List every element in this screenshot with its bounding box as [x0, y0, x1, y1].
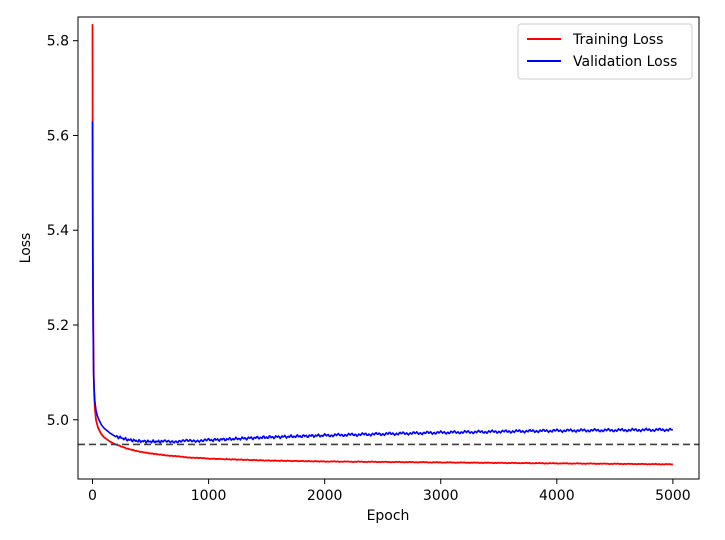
x-axis-label: Epoch	[367, 508, 410, 524]
legend-training-label: Training Loss	[572, 32, 663, 48]
y-tick-label: 5.2	[47, 318, 69, 334]
x-tick-label: 5000	[655, 488, 691, 504]
y-tick-label: 5.4	[47, 223, 69, 239]
validation-loss-line	[91, 121, 673, 444]
legend: Training Loss Validation Loss	[517, 23, 693, 80]
x-tick-label: 4000	[539, 488, 575, 504]
legend-validation-label: Validation Loss	[573, 54, 677, 70]
plot-area-frame	[77, 16, 700, 480]
x-tick-label: 0	[88, 488, 97, 504]
y-tick-label: 5.8	[47, 34, 69, 50]
y-axis-label: Loss	[18, 233, 34, 264]
x-tick-label: 3000	[423, 488, 459, 504]
legend-box	[517, 23, 693, 80]
training-loss-line	[91, 24, 673, 466]
x-tick-label: 2000	[307, 488, 343, 504]
y-tick-label: 5.0	[47, 413, 69, 429]
y-tick-label: 5.6	[47, 128, 69, 144]
x-tick-label: 1000	[191, 488, 227, 504]
